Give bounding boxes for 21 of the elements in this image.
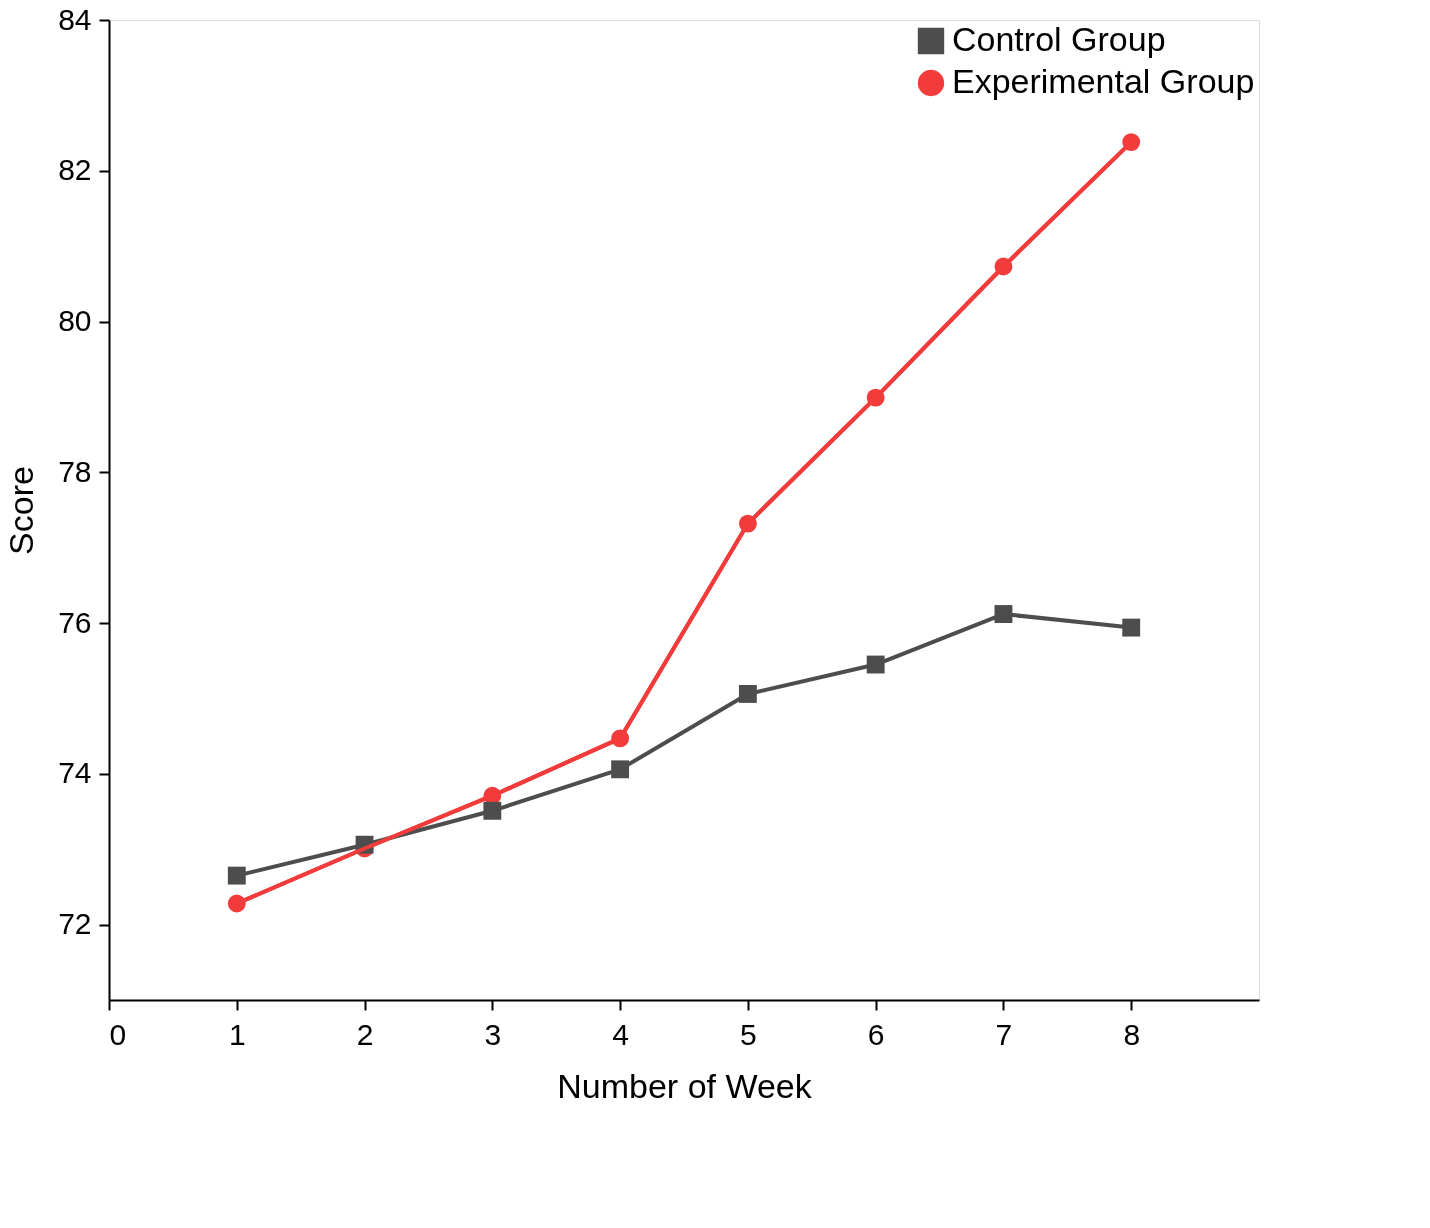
legend-label: Experimental Group bbox=[952, 62, 1255, 100]
legend-label: Control Group bbox=[952, 20, 1166, 58]
x-tick-label: 2 bbox=[356, 1017, 374, 1051]
point bbox=[1122, 618, 1141, 637]
x-tick-label: 0 bbox=[109, 1017, 127, 1051]
x-tick-label: 7 bbox=[995, 1017, 1013, 1051]
y-tick-label: 84 bbox=[58, 2, 92, 36]
y-tick-label: 76 bbox=[58, 605, 92, 639]
x-axis-title: Number of Week bbox=[557, 1066, 813, 1105]
y-tick-label: 78 bbox=[58, 454, 92, 488]
y-tick-label: 80 bbox=[58, 304, 92, 338]
y-tick-label: 74 bbox=[58, 756, 92, 790]
x-tick-label: 8 bbox=[1123, 1017, 1141, 1051]
y-tick-label: 82 bbox=[58, 153, 92, 187]
y-tick-label: 72 bbox=[58, 907, 92, 941]
x-tick-label: 1 bbox=[228, 1017, 246, 1051]
y-axis-title: Score bbox=[2, 466, 41, 555]
x-tick-label: 3 bbox=[484, 1017, 502, 1051]
x-tick-label: 5 bbox=[740, 1017, 757, 1051]
x-tick-label: 4 bbox=[612, 1017, 629, 1051]
x-tick-label: 6 bbox=[867, 1017, 885, 1051]
